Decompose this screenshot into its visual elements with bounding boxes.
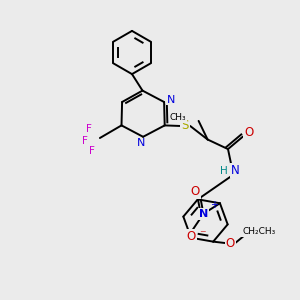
Text: N: N xyxy=(199,209,208,219)
Text: F: F xyxy=(85,124,91,134)
Text: H: H xyxy=(220,166,227,176)
Text: ⁻: ⁻ xyxy=(199,228,206,241)
Text: F: F xyxy=(88,146,94,156)
Text: N: N xyxy=(136,138,145,148)
Text: O: O xyxy=(187,230,196,243)
Text: N: N xyxy=(167,94,175,105)
Text: CH₂CH₃: CH₂CH₃ xyxy=(242,227,275,236)
Text: O: O xyxy=(226,237,235,250)
Text: F: F xyxy=(82,136,88,146)
Text: N: N xyxy=(231,164,240,177)
Text: O: O xyxy=(190,185,200,198)
Text: O: O xyxy=(244,126,253,140)
Text: +: + xyxy=(210,200,218,210)
Text: CH₃: CH₃ xyxy=(170,113,187,122)
Text: S: S xyxy=(182,119,189,133)
